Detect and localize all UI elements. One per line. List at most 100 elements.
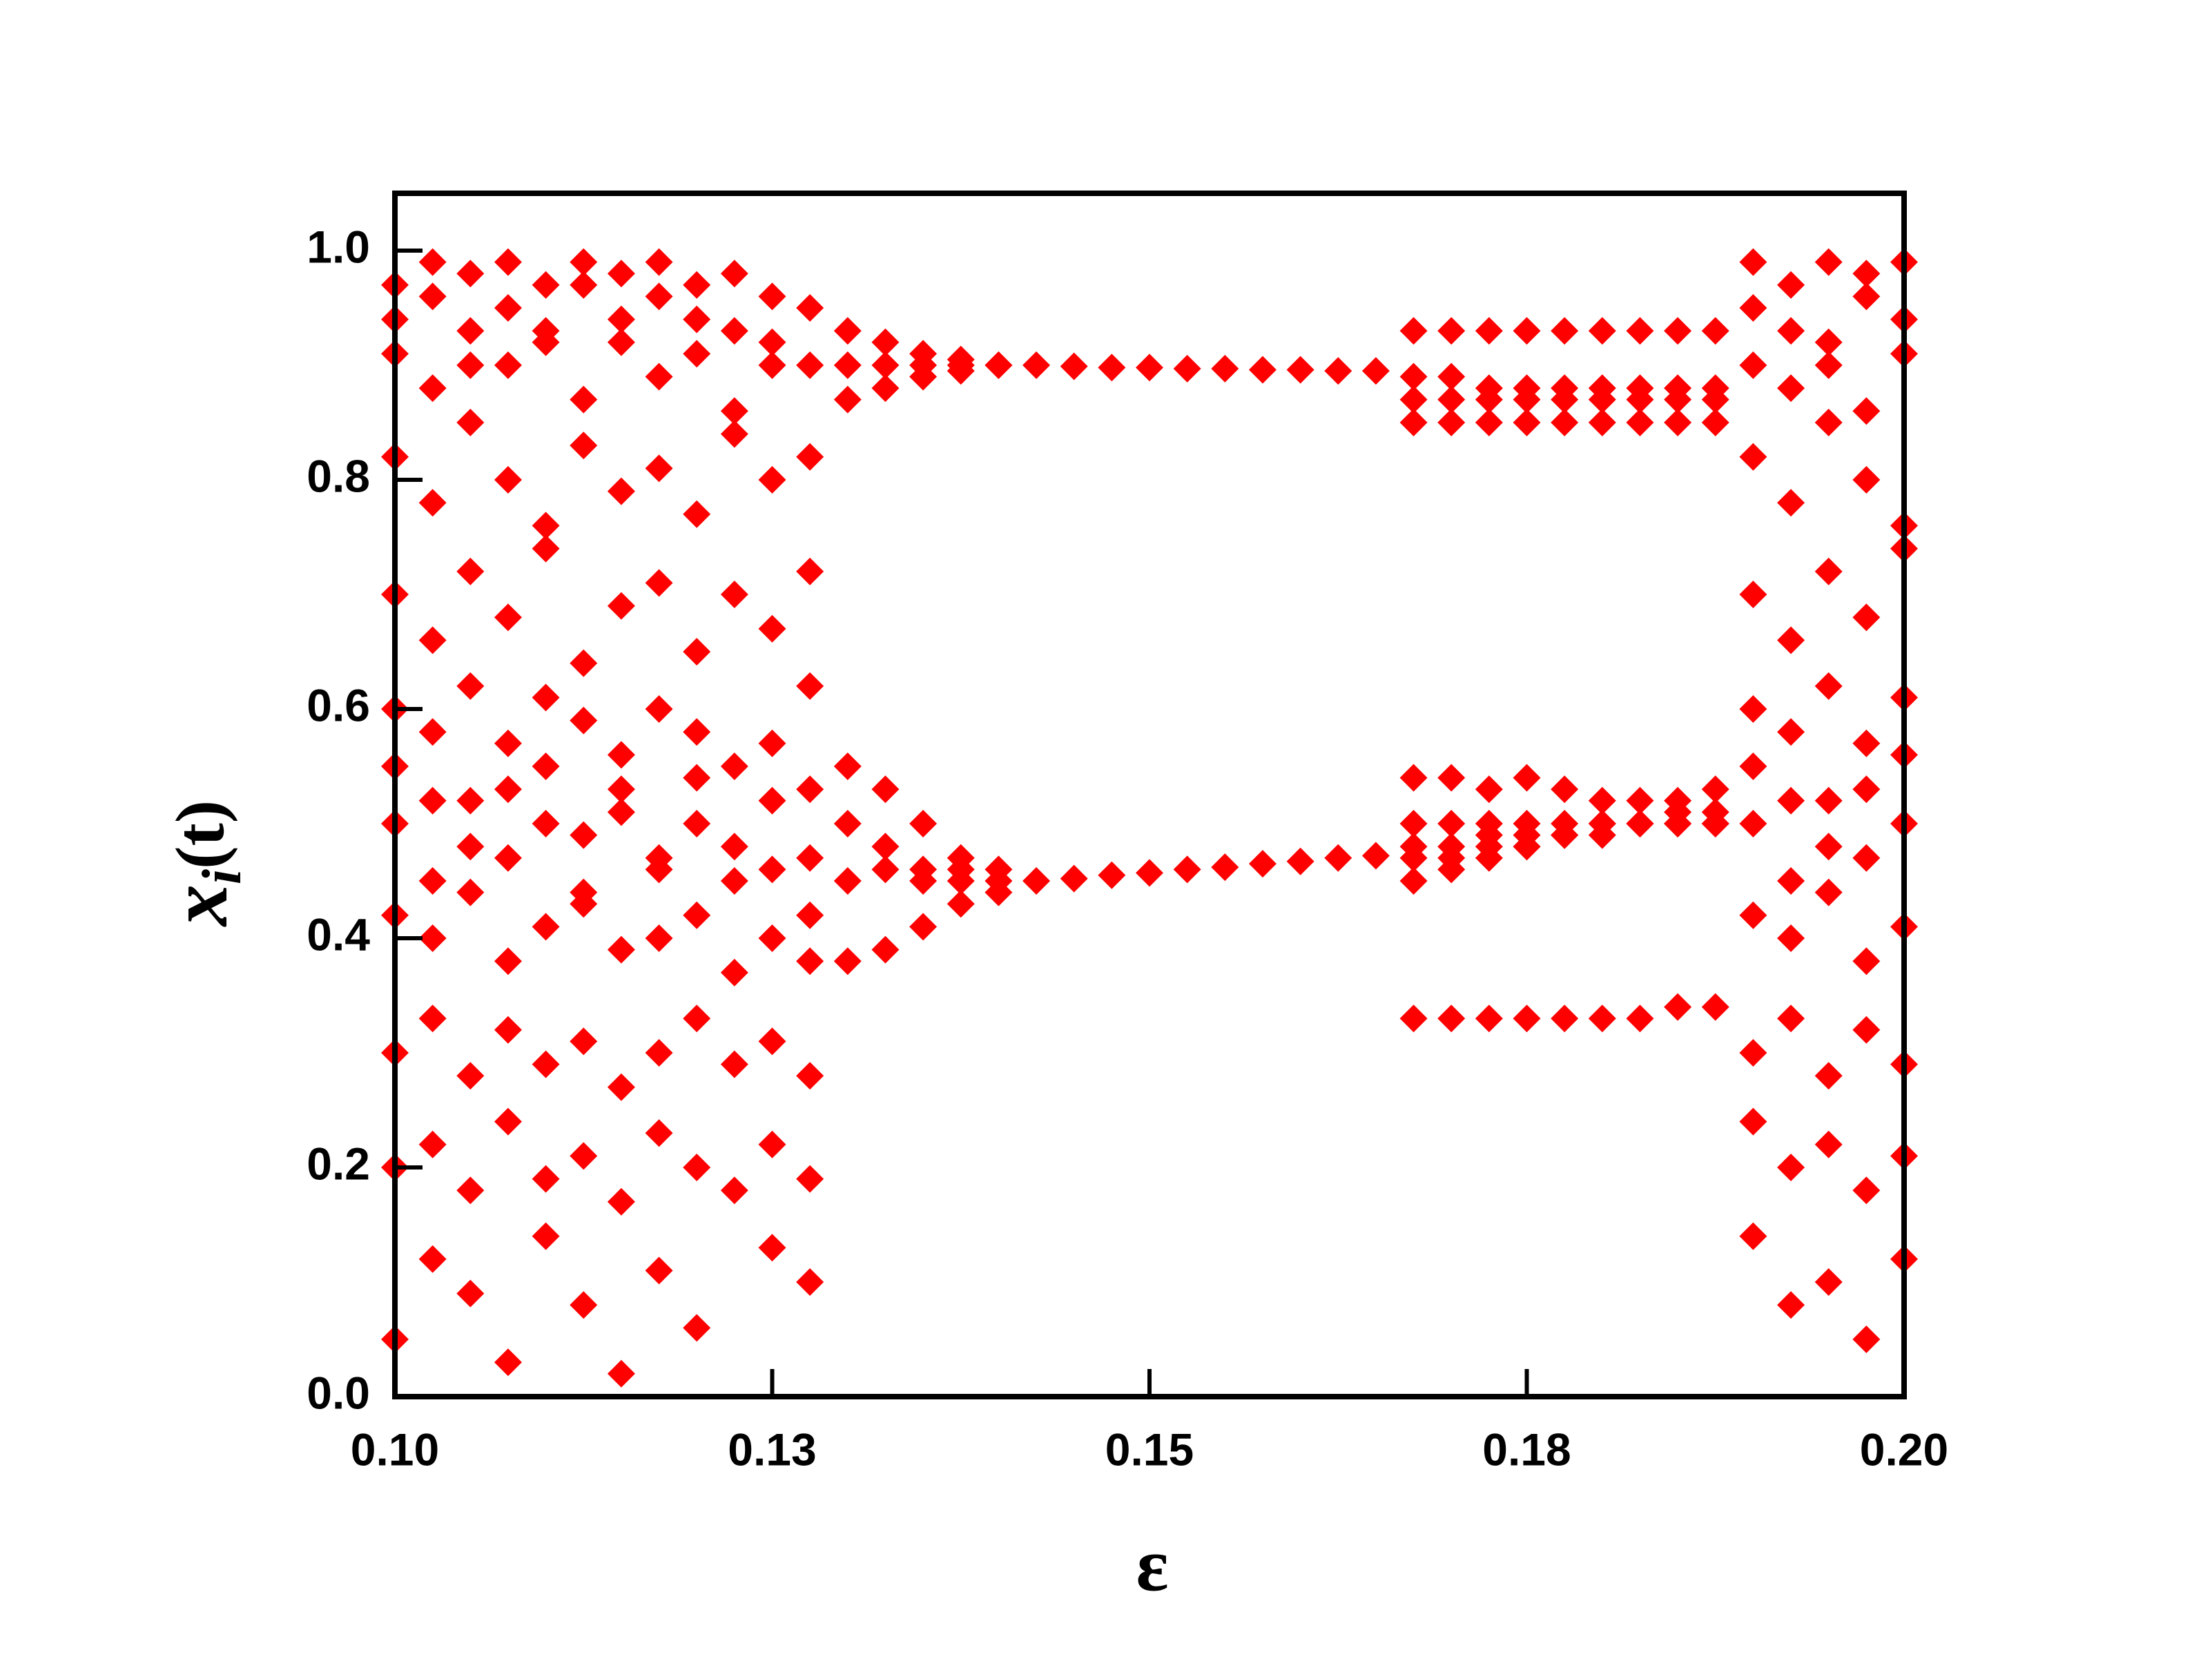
scatter-point [645, 1119, 673, 1147]
scatter-point [1513, 833, 1541, 861]
scatter-point [720, 867, 748, 895]
scatter-point [607, 1073, 635, 1101]
y-tick-label: 0.0 [307, 1367, 370, 1418]
scatter-point [1399, 867, 1428, 895]
scatter-point [570, 706, 598, 735]
axes: 0.10 0.13 0.15 0.18 0.20 0.0 0.2 0.4 0.6 0.8 1.0 [307, 191, 1948, 1475]
scatter-point [1173, 855, 1201, 884]
scatter-point [1399, 810, 1428, 837]
scatter-point [494, 729, 522, 757]
scatter-point [1739, 1107, 1767, 1136]
scatter-point [1361, 842, 1390, 870]
scatter-point [796, 844, 824, 872]
scatter-point [1814, 1062, 1843, 1090]
scatter-point [418, 718, 447, 746]
scatter-point [1739, 443, 1767, 471]
scatter-point [607, 305, 635, 333]
scatter-point [532, 753, 560, 780]
scatter-point [645, 924, 673, 952]
scatter-point [607, 935, 635, 964]
scatter-point [418, 282, 447, 311]
scatter-point [1852, 844, 1881, 872]
y-tick-label: 1.0 [307, 221, 370, 272]
scatter-point [1777, 867, 1805, 895]
scatter-point [1626, 810, 1654, 837]
scatter-point [494, 351, 522, 379]
scatter-point [871, 855, 900, 884]
scatter-point [683, 500, 711, 528]
scatter-point [1664, 409, 1692, 436]
scatter-point [1211, 354, 1239, 382]
scatter-point [1852, 729, 1881, 757]
scatter-point [1324, 357, 1352, 385]
scatter-point [607, 260, 635, 288]
scatter-point [1060, 864, 1088, 893]
scatter-point [418, 489, 447, 517]
scatter-point [833, 317, 862, 345]
scatter-point [1814, 409, 1843, 436]
scatter-point [1136, 859, 1163, 887]
scatter-point [456, 672, 485, 700]
scatter-point [1814, 248, 1843, 276]
scatter-point [1739, 248, 1767, 276]
scatter-point [758, 1234, 786, 1262]
scatter-point [1475, 317, 1503, 345]
scatter-point [833, 947, 862, 976]
scatter-point [947, 855, 975, 884]
scatter-point [833, 810, 862, 837]
y-axis-label: xi(t) [153, 800, 253, 927]
scatter-point [1739, 581, 1767, 608]
scatter-point [607, 1187, 635, 1216]
scatter-point [456, 351, 485, 379]
scatter-point [1777, 374, 1805, 402]
scatter-point [758, 1027, 786, 1056]
scatter-point [1060, 352, 1088, 380]
scatter-point [418, 867, 447, 895]
scatter-point [1513, 317, 1541, 345]
scatter-point [683, 718, 711, 746]
scatter-point [1588, 1005, 1616, 1033]
scatter-point [1814, 1130, 1843, 1158]
scatter-point [1777, 718, 1805, 746]
scatter-point [1513, 385, 1541, 414]
y-label-sub: i [192, 869, 253, 884]
scatter-point [607, 592, 635, 620]
scatter-point [1739, 901, 1767, 929]
scatter-point [1399, 844, 1428, 872]
scatter-point [532, 1050, 560, 1078]
scatter-point [1852, 466, 1881, 494]
scatter-point [1437, 810, 1466, 837]
scatter-point [1739, 1039, 1767, 1067]
scatter-point [833, 753, 862, 780]
scatter-point [1437, 409, 1466, 436]
scatter-points [381, 248, 1918, 1388]
scatter-point [796, 1062, 824, 1090]
scatter-point [1626, 409, 1654, 436]
scatter-point [1777, 1154, 1805, 1181]
scatter-point [494, 1348, 522, 1377]
scatter-point [1701, 775, 1729, 804]
scatter-point [1777, 271, 1805, 299]
scatter-point [570, 431, 598, 460]
scatter-point [1551, 317, 1579, 345]
scatter-point [720, 317, 748, 345]
scatter-point [796, 672, 824, 700]
x-axis-label: ε [1136, 1522, 1169, 1607]
scatter-point [645, 1039, 673, 1067]
scatter-point [1399, 317, 1428, 345]
scatter-point [1701, 810, 1729, 837]
scatter-point [1513, 1005, 1541, 1033]
scatter-point [494, 844, 522, 872]
scatter-point [1739, 695, 1767, 723]
scatter-point [796, 947, 824, 976]
scatter-point [532, 534, 560, 563]
scatter-point [1626, 1005, 1654, 1033]
scatter-point [1814, 1268, 1843, 1296]
scatter-point [1551, 385, 1579, 414]
scatter-point [494, 603, 522, 632]
scatter-point [456, 1062, 485, 1090]
scatter-point [1852, 1016, 1881, 1044]
scatter-point [720, 1176, 748, 1205]
scatter-point [1664, 385, 1692, 414]
